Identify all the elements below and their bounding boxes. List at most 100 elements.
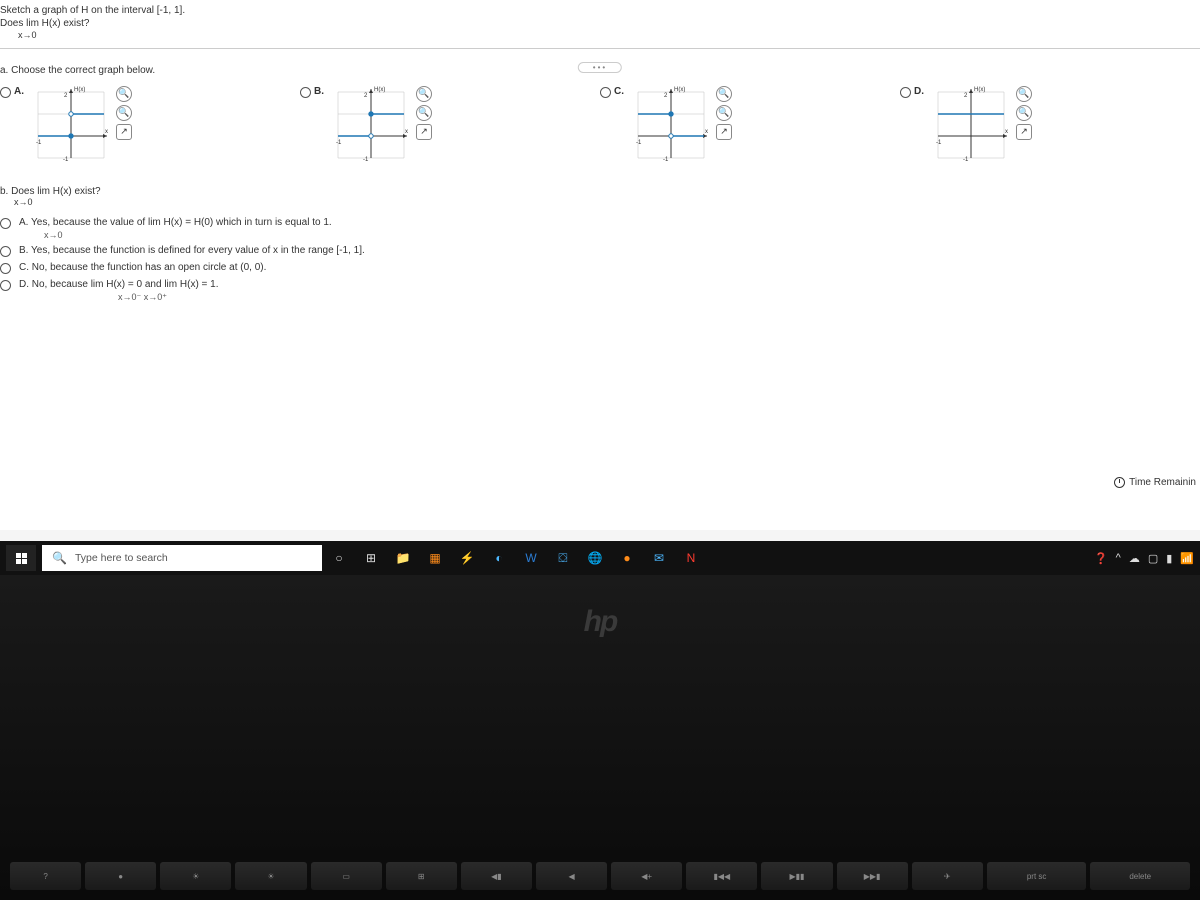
svg-text:-1: -1 xyxy=(636,140,642,146)
radio-c[interactable] xyxy=(600,87,611,98)
ans-d-sub: x→0⁻ x→0⁺ xyxy=(0,292,1200,303)
radio-ans-d[interactable] xyxy=(0,280,11,291)
svg-text:H(x): H(x) xyxy=(74,87,85,93)
file-explorer-icon[interactable]: 📁 xyxy=(392,547,414,569)
graph-option-c: C. H(x)x2-1-1 🔍 🔍 ↗ xyxy=(600,86,900,164)
radio-d[interactable] xyxy=(900,87,911,98)
edge-icon[interactable]: ◐ xyxy=(488,547,510,569)
fn-key[interactable]: ● xyxy=(85,862,156,890)
zoom-out-icon[interactable]: 🔍 xyxy=(416,105,432,121)
fn-key[interactable]: ◀▮ xyxy=(461,862,532,890)
search-icon: 🔍 xyxy=(52,551,67,565)
fn-key[interactable]: prt sc xyxy=(987,862,1087,890)
svg-text:H(x): H(x) xyxy=(374,87,385,93)
dots-divider[interactable]: ••• xyxy=(578,62,622,73)
radio-a[interactable] xyxy=(0,87,11,98)
part-b-text: b. Does lim H(x) exist? xyxy=(0,186,101,197)
part-b-prompt: b. Does lim H(x) exist? x→0 xyxy=(0,186,1200,207)
zoom-out-icon[interactable]: 🔍 xyxy=(1016,105,1032,121)
word-icon[interactable]: W xyxy=(520,547,542,569)
task-view-icon[interactable]: ⊞ xyxy=(360,547,382,569)
fn-key[interactable]: ? xyxy=(10,862,81,890)
system-tray: ❓ ^ ☁ ▢ ▮ 📶 xyxy=(1094,552,1194,565)
mail-icon[interactable]: ✉ xyxy=(648,547,670,569)
graph-option-b: B. H(x)x2-1-1 🔍 🔍 ↗ xyxy=(300,86,600,164)
svg-text:2: 2 xyxy=(64,93,68,99)
q-line1: Sketch a graph of H on the interval [-1,… xyxy=(0,4,1200,17)
graph-d: H(x)x2-1-1 xyxy=(932,86,1010,164)
chevron-up-icon[interactable]: ^ xyxy=(1116,552,1121,564)
svg-text:-1: -1 xyxy=(336,140,342,146)
fn-key[interactable]: ▶▶▮ xyxy=(837,862,908,890)
svg-text:-1: -1 xyxy=(63,157,69,163)
fn-key[interactable]: ☀ xyxy=(160,862,231,890)
graph-c: H(x)x2-1-1 xyxy=(632,86,710,164)
zoom-in-icon[interactable]: 🔍 xyxy=(416,86,432,102)
fn-key[interactable]: ▮◀◀ xyxy=(686,862,757,890)
dropbox-icon[interactable]: ⛋ xyxy=(552,547,574,569)
svg-text:-1: -1 xyxy=(363,157,369,163)
svg-text:x: x xyxy=(1005,129,1008,135)
app-icon[interactable]: ● xyxy=(616,547,638,569)
time-label: Time Remainin xyxy=(1129,477,1196,488)
cloud-icon[interactable]: ☁ xyxy=(1129,552,1140,565)
zoom-out-icon[interactable]: 🔍 xyxy=(116,105,132,121)
wifi-icon[interactable]: 📶 xyxy=(1180,552,1194,565)
screen-area: Sketch a graph of H on the interval [-1,… xyxy=(0,0,1200,575)
battery-icon[interactable]: ▮ xyxy=(1166,552,1172,565)
zoom-in-icon[interactable]: 🔍 xyxy=(716,86,732,102)
fn-key[interactable]: ⊞ xyxy=(386,862,457,890)
ans-a-text: A. Yes, because the value of lim H(x) = … xyxy=(19,217,332,228)
ans-b-text: B. Yes, because the function is defined … xyxy=(19,245,365,256)
svg-text:x: x xyxy=(105,129,108,135)
fn-key[interactable]: ▶▮▮ xyxy=(761,862,832,890)
fn-key[interactable]: ✈ xyxy=(912,862,983,890)
answer-d: D. No, because lim H(x) = 0 and lim H(x)… xyxy=(0,279,1200,291)
fn-key[interactable]: ☀ xyxy=(235,862,306,890)
svg-text:H(x): H(x) xyxy=(674,87,685,93)
zoom-in-icon[interactable]: 🔍 xyxy=(116,86,132,102)
q-line2: Does lim H(x) exist? xyxy=(0,17,1200,30)
answer-b: B. Yes, because the function is defined … xyxy=(0,245,1200,257)
label-c: C. xyxy=(614,86,624,97)
ans-d-text: D. No, because lim H(x) = 0 and lim H(x)… xyxy=(19,279,219,290)
answer-a: A. Yes, because the value of lim H(x) = … xyxy=(0,217,1200,229)
question-panel: Sketch a graph of H on the interval [-1,… xyxy=(0,0,1200,530)
store-icon[interactable]: ▦ xyxy=(424,547,446,569)
ans-c-text: C. No, because the function has an open … xyxy=(19,262,266,273)
help-icon[interactable]: ❓ xyxy=(1094,552,1108,565)
cortana-icon[interactable]: ○ xyxy=(328,547,350,569)
fn-key[interactable]: ▭ xyxy=(311,862,382,890)
clock-icon xyxy=(1114,477,1125,488)
fn-key[interactable]: ◀ xyxy=(536,862,607,890)
power-icon[interactable]: ⚡ xyxy=(456,547,478,569)
screen-icon[interactable]: ▢ xyxy=(1148,552,1158,565)
taskbar-search[interactable]: 🔍 Type here to search xyxy=(42,545,322,571)
fn-key[interactable]: ◀+ xyxy=(611,862,682,890)
radio-ans-b[interactable] xyxy=(0,246,11,257)
chrome-icon[interactable]: 🌐 xyxy=(584,547,606,569)
svg-text:x: x xyxy=(705,129,708,135)
start-button[interactable] xyxy=(6,545,36,571)
fn-key[interactable]: delete xyxy=(1090,862,1190,890)
expand-icon[interactable]: ↗ xyxy=(1016,124,1032,140)
radio-b[interactable] xyxy=(300,87,311,98)
answers-block: A. Yes, because the value of lim H(x) = … xyxy=(0,217,1200,303)
zoom-in-icon[interactable]: 🔍 xyxy=(1016,86,1032,102)
expand-icon[interactable]: ↗ xyxy=(716,124,732,140)
part-b-sub: x→0 xyxy=(0,197,1200,207)
netflix-icon[interactable]: N xyxy=(680,547,702,569)
radio-ans-c[interactable] xyxy=(0,263,11,274)
laptop-bezel: hp ?●☀☀▭⊞◀▮◀◀+▮◀◀▶▮▮▶▶▮✈prt scdelete xyxy=(0,575,1200,900)
graph-b: H(x)x2-1-1 xyxy=(332,86,410,164)
windows-icon xyxy=(16,553,27,564)
zoom-out-icon[interactable]: 🔍 xyxy=(716,105,732,121)
radio-ans-a[interactable] xyxy=(0,218,11,229)
search-placeholder: Type here to search xyxy=(75,552,168,564)
svg-text:2: 2 xyxy=(964,93,968,99)
label-a: A. xyxy=(14,86,24,97)
expand-icon[interactable]: ↗ xyxy=(416,124,432,140)
svg-text:2: 2 xyxy=(664,93,668,99)
expand-icon[interactable]: ↗ xyxy=(116,124,132,140)
svg-text:x: x xyxy=(405,129,408,135)
